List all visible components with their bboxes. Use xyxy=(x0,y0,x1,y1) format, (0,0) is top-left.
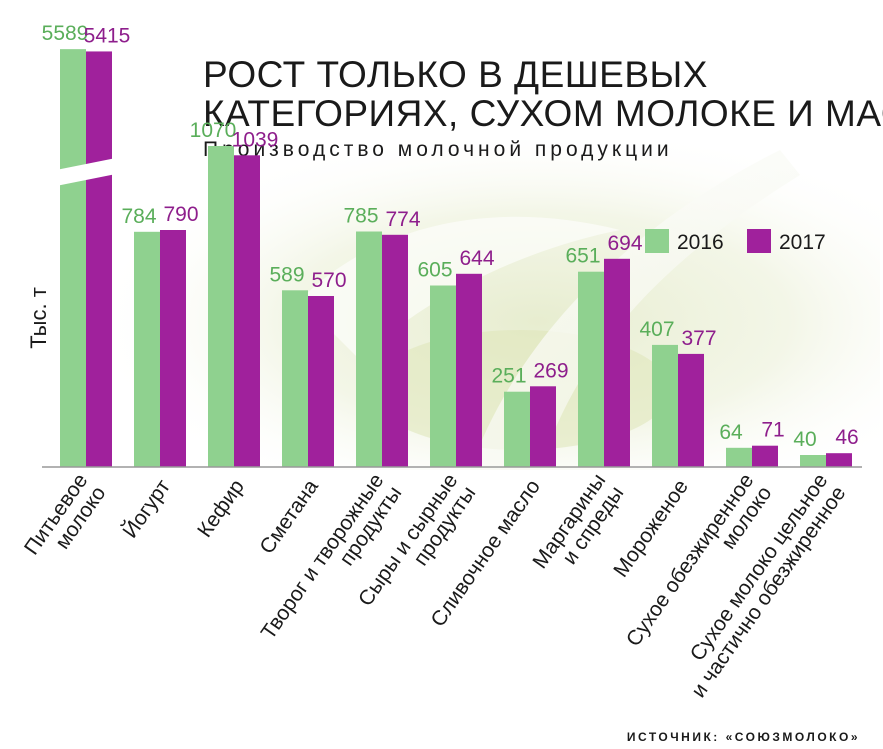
bar-2017-7 xyxy=(604,258,630,467)
legend-swatch-2016 xyxy=(645,229,669,253)
value-label-2017-3: 570 xyxy=(311,269,346,292)
bar-2016-9 xyxy=(726,447,752,467)
value-label-2017-2: 1039 xyxy=(232,128,279,151)
axis-break-mark xyxy=(56,158,116,186)
value-label-2016-1: 784 xyxy=(121,205,156,228)
category-label-line-2-0: Кефир xyxy=(193,475,249,541)
legend-swatch-2017 xyxy=(747,229,771,253)
value-label-2017-1: 790 xyxy=(163,203,198,226)
value-label-2017-7: 694 xyxy=(607,232,642,255)
value-label-2017-8: 377 xyxy=(681,327,716,350)
category-label-line-3-0: Сметана xyxy=(255,475,323,558)
source-note: ИСТОЧНИК: «СОЮЗМОЛОКО» xyxy=(627,730,860,744)
value-label-2016-7: 651 xyxy=(565,245,600,268)
legend-label-2017: 2017 xyxy=(779,231,826,254)
bar-2017-8 xyxy=(678,353,704,467)
category-label-line-4-0: Творог и творожные xyxy=(257,469,389,643)
bar-2017-2 xyxy=(234,155,260,468)
chart-title-line-2: КАТЕГОРИЯХ, СУХОМ МОЛОКЕ И МАСЛЕ xyxy=(203,93,883,134)
value-label-2017-0: 5415 xyxy=(84,24,131,47)
category-label-3: Сметана xyxy=(255,475,323,558)
bar-2017-5 xyxy=(456,273,482,467)
value-label-2016-5: 605 xyxy=(417,259,452,282)
category-label-1: Йогурт xyxy=(118,475,175,543)
value-label-2016-8: 407 xyxy=(639,318,674,341)
category-label-2: Кефир xyxy=(193,475,249,541)
bar-2016-1 xyxy=(134,231,160,467)
bar-2017-6 xyxy=(530,386,556,467)
value-label-2016-6: 251 xyxy=(491,365,526,388)
bar-2016-0 xyxy=(60,49,86,468)
bar-2016-2 xyxy=(208,146,234,467)
bar-2017-9 xyxy=(752,445,778,467)
bar-2016-10 xyxy=(800,455,826,467)
value-label-2016-0: 5589 xyxy=(42,22,89,45)
bars-layer xyxy=(56,49,852,468)
bar-2016-6 xyxy=(504,391,530,467)
legend: 2016 2017 xyxy=(645,229,826,254)
value-label-2016-9: 64 xyxy=(719,421,743,444)
value-label-2017-6: 269 xyxy=(533,359,568,382)
value-label-2017-5: 644 xyxy=(459,247,494,270)
bar-2017-4 xyxy=(382,234,408,467)
value-label-2016-2: 1070 xyxy=(190,119,237,142)
chart-title-line-1: РОСТ ТОЛЬКО В ДЕШЕВЫХ xyxy=(203,54,708,95)
bar-2017-3 xyxy=(308,296,334,467)
y-axis-label: Тыс. т xyxy=(26,287,51,349)
category-label-line-1-0: Йогурт xyxy=(118,475,175,543)
bar-2016-4 xyxy=(356,231,382,467)
value-label-2016-3: 589 xyxy=(269,263,304,286)
value-label-2017-10: 46 xyxy=(835,426,858,449)
chart-subtitle: Производство молочной продукции xyxy=(203,138,673,161)
bar-2017-1 xyxy=(160,230,186,467)
value-label-2016-4: 785 xyxy=(343,205,378,228)
legend-label-2016: 2016 xyxy=(677,231,724,254)
bar-2016-8 xyxy=(652,344,678,467)
value-label-2016-10: 40 xyxy=(793,428,816,451)
bar-2017-0 xyxy=(86,51,112,468)
value-label-2017-9: 71 xyxy=(761,419,784,442)
category-label-0: Питьевоемолоко xyxy=(20,469,110,571)
bar-2016-5 xyxy=(430,285,456,467)
bar-2017-10 xyxy=(826,453,852,467)
bar-2016-7 xyxy=(578,271,604,467)
bar-2016-3 xyxy=(282,290,308,467)
value-label-2017-4: 774 xyxy=(385,208,420,231)
